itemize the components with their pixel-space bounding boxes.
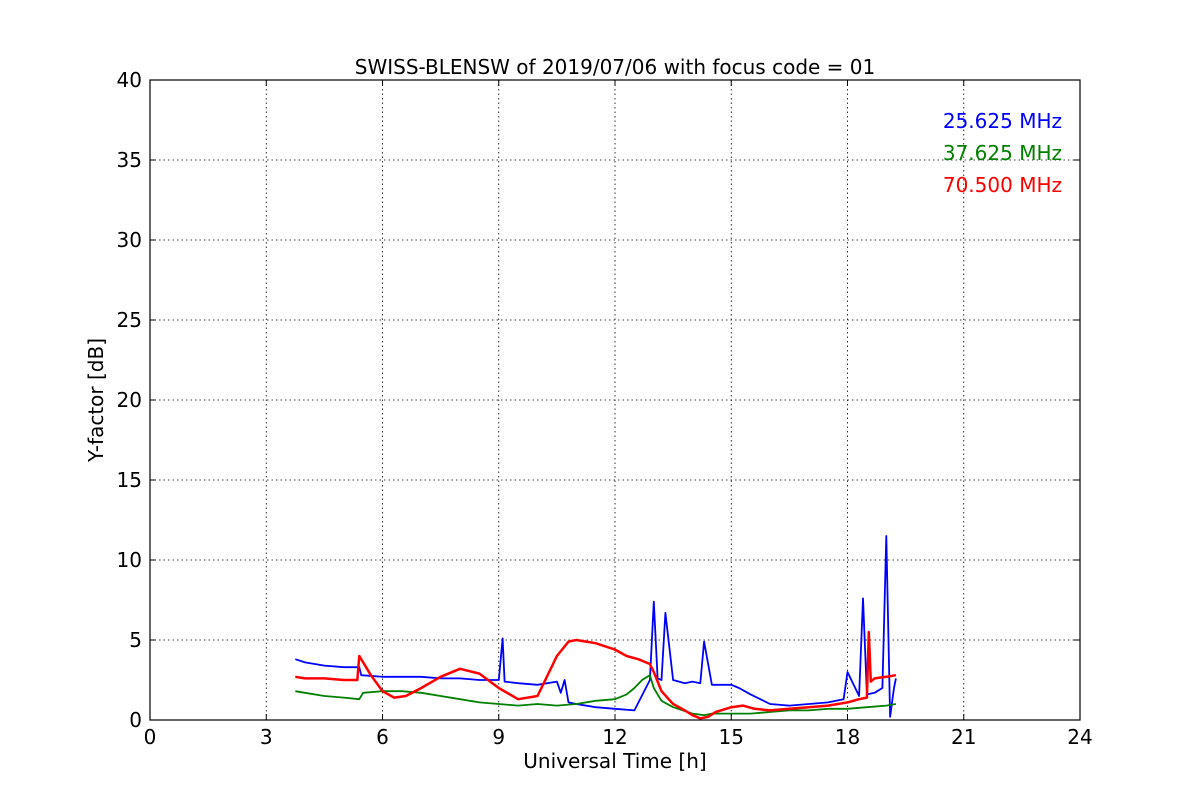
- legend: 25.625 MHz 37.625 MHz 70.500 MHz: [943, 109, 1062, 197]
- y-tick-label: 25: [117, 308, 142, 332]
- x-tick-label: 15: [719, 725, 744, 749]
- x-tick-label: 3: [260, 725, 273, 749]
- y-tick-label: 15: [117, 468, 142, 492]
- x-axis-label: Universal Time [h]: [523, 749, 706, 773]
- x-tick-label: 21: [951, 725, 976, 749]
- y-tick-label: 35: [117, 148, 142, 172]
- x-tick-labels: 0 3 6 9 12 15 18 21 24: [144, 725, 1093, 749]
- grid-lines: [150, 80, 1080, 720]
- x-tick-label: 6: [376, 725, 389, 749]
- y-tick-label: 0: [129, 708, 142, 732]
- y-axis-label: Y-factor [dB]: [84, 338, 108, 463]
- y-tick-labels: 0 5 10 15 20 25 30 35 40: [117, 68, 142, 732]
- legend-entry-37-625-mhz: 37.625 MHz: [943, 141, 1062, 165]
- y-tick-label: 10: [117, 548, 142, 572]
- y-tick-label: 40: [117, 68, 142, 92]
- x-tick-label: 24: [1067, 725, 1092, 749]
- series-line-37-625-mhz: [295, 674, 897, 717]
- chart-title: SWISS-BLENSW of 2019/07/06 with focus co…: [355, 55, 876, 79]
- x-tick-label: 0: [144, 725, 157, 749]
- y-tick-label: 20: [117, 388, 142, 412]
- legend-entry-25-625-mhz: 25.625 MHz: [943, 109, 1062, 133]
- tick-marks: [149, 79, 1081, 721]
- series-line-70-500-mhz: [295, 630, 897, 720]
- x-tick-label: 18: [835, 725, 860, 749]
- legend-entry-70-500-mhz: 70.500 MHz: [943, 173, 1062, 197]
- series-layer: [295, 535, 897, 720]
- x-tick-label: 12: [602, 725, 627, 749]
- y-tick-label: 5: [129, 628, 142, 652]
- x-tick-label: 9: [492, 725, 505, 749]
- y-tick-label: 30: [117, 228, 142, 252]
